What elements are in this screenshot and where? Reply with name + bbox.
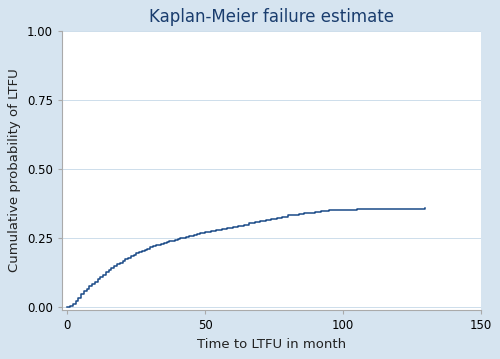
X-axis label: Time to LTFU in month: Time to LTFU in month [196,338,346,351]
Title: Kaplan-Meier failure estimate: Kaplan-Meier failure estimate [148,8,394,26]
Y-axis label: Cumulative probability of LTFU: Cumulative probability of LTFU [8,69,22,272]
